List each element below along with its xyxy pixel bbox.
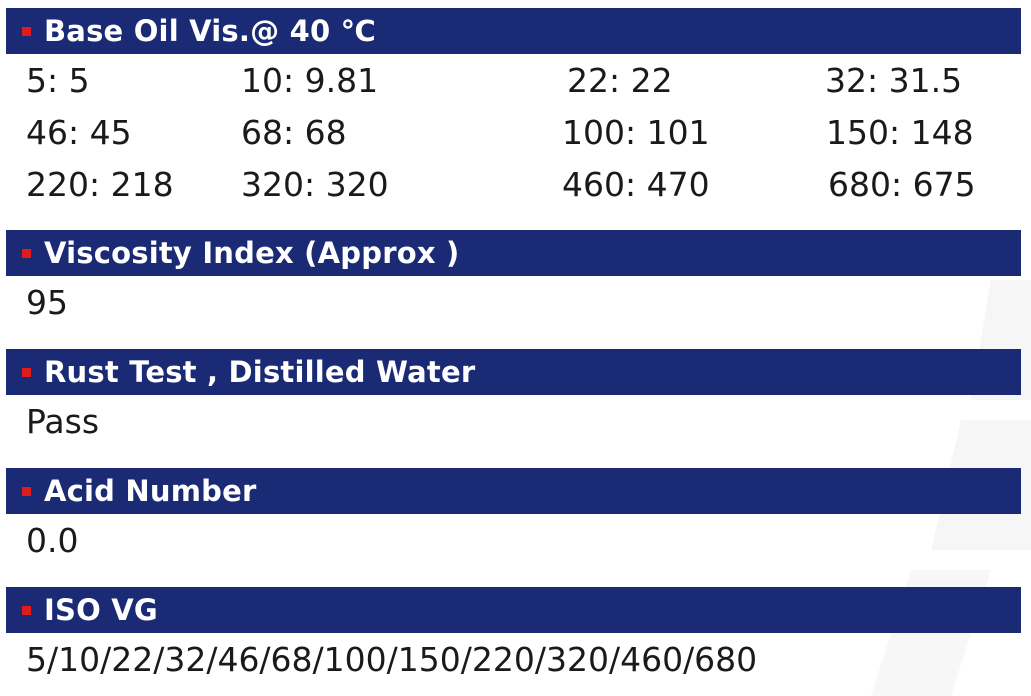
section-title: Acid Number <box>44 474 257 508</box>
section-header-bar: Rust Test , Distilled Water <box>6 349 1021 395</box>
section-value: 0.0 <box>26 521 79 560</box>
grid-cell: 680: 675 <box>828 165 976 204</box>
grid-cell: 46: 45 <box>26 113 132 152</box>
red-square-bullet-icon <box>22 487 31 496</box>
section-header-bar: Base Oil Vis.@ 40 ℃ <box>6 8 1021 54</box>
red-square-bullet-icon <box>22 368 31 377</box>
grid-cell: 220: 218 <box>26 165 174 204</box>
grid-cell: 22: 22 <box>567 61 673 100</box>
grid-cell: 10: 9.81 <box>241 61 379 100</box>
section-value: 5/10/22/32/46/68/100/150/220/320/460/680 <box>26 640 758 679</box>
section-title: Base Oil Vis.@ 40 ℃ <box>44 14 376 48</box>
grid-cell: 32: 31.5 <box>825 61 963 100</box>
grid-cell: 150: 148 <box>826 113 974 152</box>
red-square-bullet-icon <box>22 27 31 36</box>
grid-cell: 68: 68 <box>241 113 347 152</box>
section-value: 95 <box>26 283 68 322</box>
grid-cell: 320: 320 <box>241 165 389 204</box>
section-header-bar: ISO VG <box>6 587 1021 633</box>
section-title: Viscosity Index (Approx ) <box>44 236 460 270</box>
red-square-bullet-icon <box>22 606 31 615</box>
grid-cell: 460: 470 <box>562 165 710 204</box>
grid-cell: 100: 101 <box>562 113 710 152</box>
section-title: Rust Test , Distilled Water <box>44 355 476 389</box>
section-header-bar: Viscosity Index (Approx ) <box>6 230 1021 276</box>
grid-cell: 5: 5 <box>26 61 90 100</box>
section-header-bar: Acid Number <box>6 468 1021 514</box>
red-square-bullet-icon <box>22 249 31 258</box>
section-title: ISO VG <box>44 593 158 627</box>
section-value: Pass <box>26 402 100 441</box>
